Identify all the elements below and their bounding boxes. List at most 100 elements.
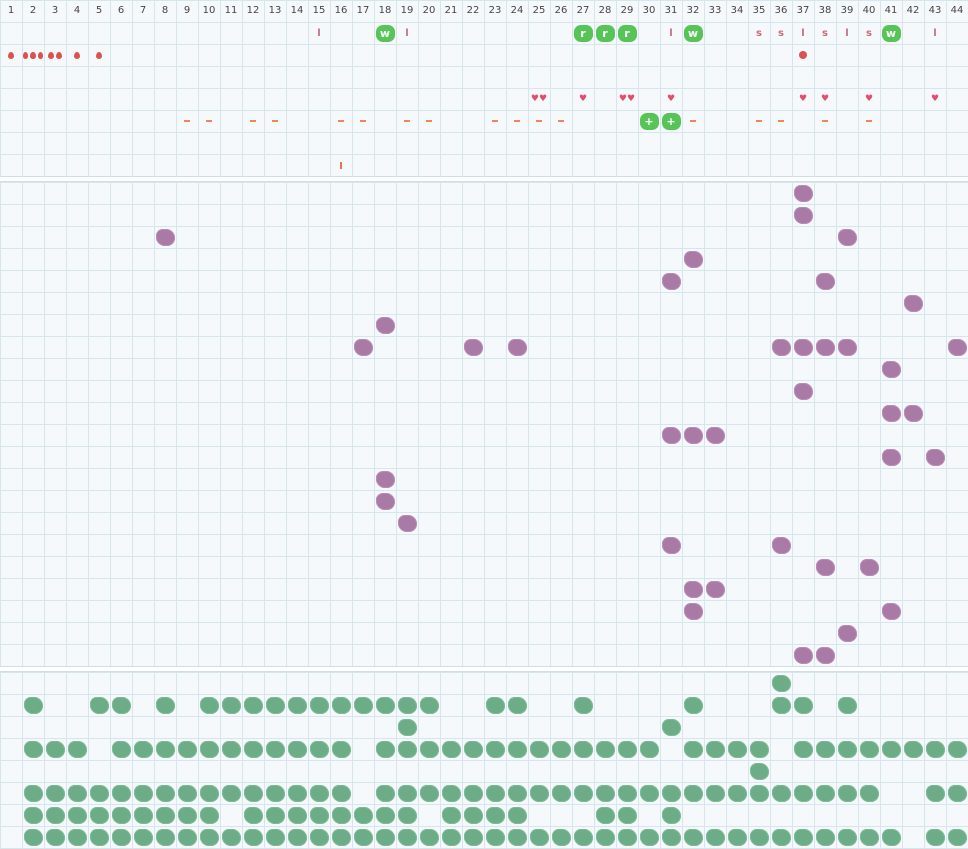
green-blob[interactable] (550, 782, 572, 804)
green-blob[interactable] (440, 782, 462, 804)
purple-blob[interactable] (814, 644, 836, 666)
green-blob[interactable] (22, 782, 44, 804)
green-blob[interactable] (594, 782, 616, 804)
green-blob[interactable] (462, 782, 484, 804)
green-blob[interactable] (352, 694, 374, 716)
green-blob[interactable] (132, 804, 154, 826)
purple-blob[interactable] (902, 402, 924, 424)
purple-blob[interactable] (462, 336, 484, 358)
green-blob[interactable] (110, 826, 132, 848)
green-blob[interactable] (132, 782, 154, 804)
green-blob[interactable] (286, 804, 308, 826)
green-blob[interactable] (286, 782, 308, 804)
green-blob[interactable] (308, 738, 330, 760)
purple-blob[interactable] (704, 578, 726, 600)
green-blob[interactable] (660, 804, 682, 826)
green-blob[interactable] (726, 782, 748, 804)
green-blob[interactable] (946, 738, 968, 760)
green-blob[interactable] (770, 826, 792, 848)
green-blob[interactable] (682, 694, 704, 716)
purple-blob[interactable] (770, 534, 792, 556)
green-blob[interactable] (616, 782, 638, 804)
green-blob[interactable] (22, 738, 44, 760)
green-blob[interactable] (396, 694, 418, 716)
purple-blob[interactable] (836, 226, 858, 248)
green-blob[interactable] (880, 826, 902, 848)
green-blob[interactable] (638, 782, 660, 804)
green-blob[interactable] (264, 826, 286, 848)
green-blob[interactable] (792, 738, 814, 760)
green-blob[interactable] (946, 826, 968, 848)
green-blob[interactable] (660, 826, 682, 848)
green-blob[interactable] (308, 694, 330, 716)
green-blob[interactable] (198, 826, 220, 848)
green-blob[interactable] (814, 782, 836, 804)
green-blob[interactable] (572, 738, 594, 760)
green-blob[interactable] (44, 782, 66, 804)
green-blob[interactable] (726, 738, 748, 760)
green-blob[interactable] (484, 804, 506, 826)
green-blob[interactable] (792, 694, 814, 716)
green-blob[interactable] (286, 826, 308, 848)
green-blob[interactable] (902, 738, 924, 760)
green-blob[interactable] (440, 804, 462, 826)
green-blob[interactable] (22, 826, 44, 848)
green-blob[interactable] (682, 826, 704, 848)
green-blob[interactable] (66, 826, 88, 848)
purple-blob[interactable] (880, 600, 902, 622)
green-blob[interactable] (660, 716, 682, 738)
green-blob[interactable] (506, 826, 528, 848)
green-blob[interactable] (572, 826, 594, 848)
plus-token[interactable]: + (660, 110, 682, 132)
green-blob[interactable] (88, 782, 110, 804)
green-blob[interactable] (330, 782, 352, 804)
green-blob[interactable] (242, 738, 264, 760)
green-blob[interactable] (770, 782, 792, 804)
green-blob[interactable] (330, 738, 352, 760)
green-blob[interactable] (682, 738, 704, 760)
green-blob[interactable] (330, 826, 352, 848)
green-blob[interactable] (198, 694, 220, 716)
purple-blob[interactable] (924, 446, 946, 468)
green-blob[interactable] (572, 782, 594, 804)
green-blob[interactable] (286, 738, 308, 760)
purple-blob[interactable] (814, 336, 836, 358)
purple-blob[interactable] (352, 336, 374, 358)
green-blob[interactable] (484, 738, 506, 760)
purple-blob[interactable] (946, 336, 968, 358)
green-blob[interactable] (66, 782, 88, 804)
green-blob[interactable] (396, 738, 418, 760)
green-blob[interactable] (88, 826, 110, 848)
green-blob[interactable] (770, 672, 792, 694)
green-blob[interactable] (110, 694, 132, 716)
green-blob[interactable] (638, 826, 660, 848)
green-blob[interactable] (110, 804, 132, 826)
green-blob[interactable] (176, 782, 198, 804)
green-blob[interactable] (880, 738, 902, 760)
green-blob[interactable] (770, 694, 792, 716)
green-blob[interactable] (88, 694, 110, 716)
green-blob[interactable] (22, 804, 44, 826)
purple-blob[interactable] (814, 556, 836, 578)
green-blob[interactable] (550, 738, 572, 760)
purple-blob[interactable] (858, 556, 880, 578)
green-blob[interactable] (484, 694, 506, 716)
green-blob[interactable] (374, 694, 396, 716)
green-blob[interactable] (792, 826, 814, 848)
green-blob[interactable] (110, 782, 132, 804)
green-blob[interactable] (836, 738, 858, 760)
letter-token[interactable]: r (572, 22, 594, 44)
green-blob[interactable] (616, 826, 638, 848)
green-blob[interactable] (198, 782, 220, 804)
green-blob[interactable] (308, 826, 330, 848)
purple-blob[interactable] (396, 512, 418, 534)
green-blob[interactable] (154, 804, 176, 826)
green-blob[interactable] (374, 804, 396, 826)
green-blob[interactable] (748, 760, 770, 782)
green-blob[interactable] (528, 826, 550, 848)
green-blob[interactable] (264, 804, 286, 826)
green-blob[interactable] (748, 826, 770, 848)
green-blob[interactable] (220, 738, 242, 760)
green-blob[interactable] (220, 694, 242, 716)
green-blob[interactable] (462, 804, 484, 826)
